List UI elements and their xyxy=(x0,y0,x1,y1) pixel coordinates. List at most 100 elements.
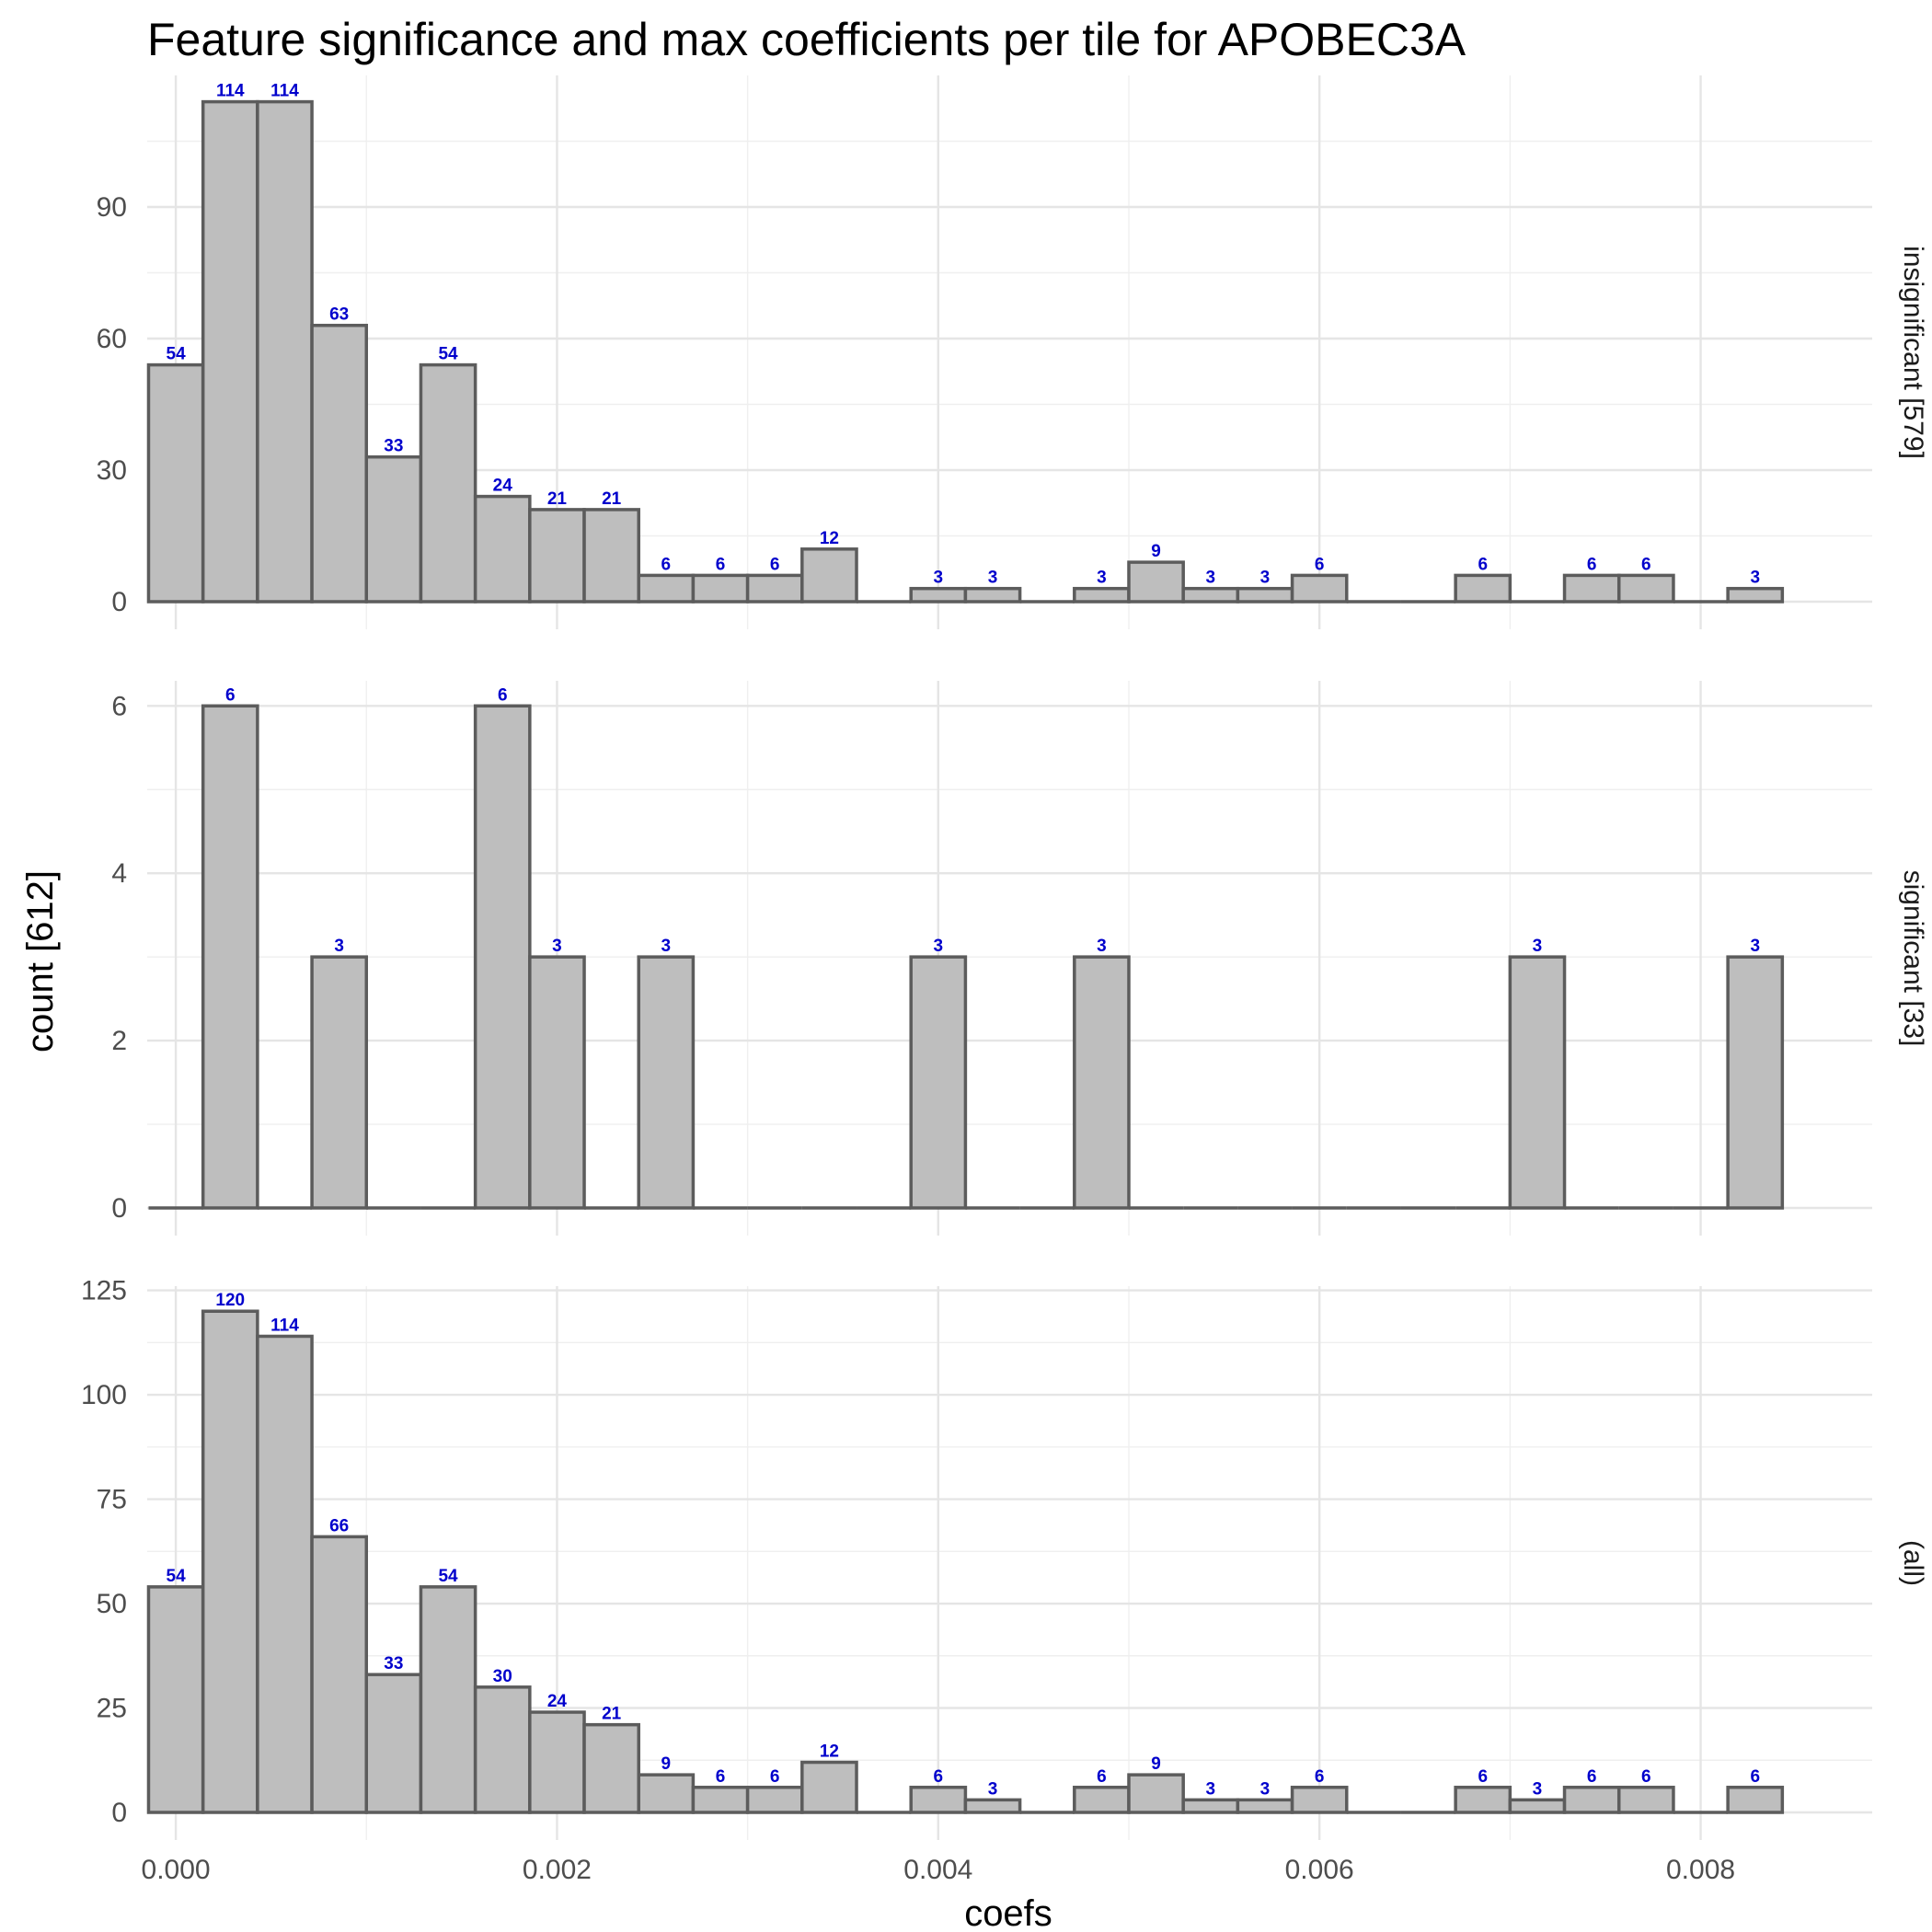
bar-count-label: 120 xyxy=(215,1291,245,1310)
bar-count-label: 3 xyxy=(1205,569,1215,588)
y-tick-label: 0 xyxy=(111,1798,127,1828)
bar-count-label: 21 xyxy=(602,489,622,509)
histogram-bar xyxy=(1726,955,1785,1210)
bar-count-label: 3 xyxy=(988,1779,998,1799)
bar-count-label: 6 xyxy=(661,555,672,574)
histogram-bar xyxy=(1236,586,1294,604)
bar-count-label: 6 xyxy=(1315,555,1325,574)
bar-count-label: 6 xyxy=(1587,1767,1597,1787)
histogram-bar xyxy=(1127,1773,1185,1814)
bar-count-label: 9 xyxy=(1151,1754,1161,1774)
bar-count-label: 3 xyxy=(988,569,998,588)
bar-count-label: 6 xyxy=(716,555,726,574)
y-tick-label: 90 xyxy=(97,192,127,223)
bar-count-label: 21 xyxy=(547,489,568,509)
histogram-bar xyxy=(1616,1786,1675,1814)
histogram-bar xyxy=(1726,586,1785,604)
bar-count-label: 3 xyxy=(1260,1779,1271,1799)
y-tick-label: 50 xyxy=(97,1589,127,1619)
histogram-bar xyxy=(637,573,696,604)
y-tick-label: 0 xyxy=(111,587,127,617)
histogram-bar xyxy=(800,1760,858,1814)
histogram-bar xyxy=(1726,1786,1785,1814)
histogram-bar xyxy=(1127,560,1185,604)
bar-count-label: 6 xyxy=(934,1767,944,1787)
facet-panel: 0 2 4 6 6 3 6 3 3 3 3 3 3 significant [33] xyxy=(111,681,1928,1236)
histogram-bar xyxy=(1562,573,1621,604)
histogram-bar xyxy=(364,454,423,604)
histogram-bar xyxy=(582,508,640,604)
bar-count-label: 114 xyxy=(270,1316,299,1335)
bar-count-label: 6 xyxy=(1641,1767,1651,1787)
histogram-bar xyxy=(528,1710,586,1814)
bar-count-label: 6 xyxy=(1315,1767,1325,1787)
bar-count-label: 6 xyxy=(770,555,780,574)
histogram-bar xyxy=(1073,1786,1131,1814)
histogram-bar xyxy=(637,1773,696,1814)
histogram-bar xyxy=(637,955,696,1210)
histogram-bar xyxy=(582,1722,640,1814)
y-tick-label: 2 xyxy=(111,1026,127,1056)
histogram-bar xyxy=(691,573,750,604)
bar-count-label: 3 xyxy=(1750,569,1760,588)
bar-count-label: 24 xyxy=(493,477,513,496)
histogram-bar xyxy=(310,323,369,604)
histogram-bar xyxy=(1073,955,1131,1210)
histogram-bar xyxy=(909,1786,968,1814)
bar-count-label: 3 xyxy=(334,937,344,956)
histogram-bar xyxy=(419,362,477,604)
histogram-bar xyxy=(1181,1798,1240,1814)
bar-count-label: 6 xyxy=(716,1767,726,1787)
histogram-bar xyxy=(800,547,858,604)
histogram-bar xyxy=(1454,1786,1512,1814)
histogram-bar xyxy=(691,1786,750,1814)
histogram-bar xyxy=(745,1786,804,1814)
facet-strip-label: insignificant [579] xyxy=(1898,246,1928,459)
bar-count-label: 3 xyxy=(1533,1779,1543,1799)
y-tick-label: 100 xyxy=(81,1380,127,1410)
histogram-bar xyxy=(1236,1798,1294,1814)
histogram-bar xyxy=(1454,573,1512,604)
histogram-bar xyxy=(256,1334,314,1814)
x-tick-label: 0.008 xyxy=(1666,1855,1735,1885)
bar-count-label: 3 xyxy=(934,569,944,588)
bar-count-label: 6 xyxy=(770,1767,780,1787)
bar-count-label: 114 xyxy=(216,82,245,101)
y-tick-label: 60 xyxy=(97,324,127,354)
bar-count-label: 30 xyxy=(493,1667,512,1686)
bar-count-label: 54 xyxy=(438,1567,458,1586)
histogram-bar xyxy=(1508,955,1567,1210)
histogram-bar xyxy=(1181,586,1240,604)
bar-count-label: 6 xyxy=(1641,555,1651,574)
bar-count-label: 114 xyxy=(270,82,299,101)
histogram-bar xyxy=(909,955,968,1210)
bar-count-label: 6 xyxy=(1478,555,1488,574)
bar-count-label: 3 xyxy=(1260,569,1271,588)
bar-count-label: 3 xyxy=(1750,937,1760,956)
histogram-bar xyxy=(963,1798,1022,1814)
histogram-bar xyxy=(1508,1798,1567,1814)
bar-count-label: 6 xyxy=(498,685,508,705)
y-tick-label: 125 xyxy=(81,1276,127,1306)
bar-count-label: 3 xyxy=(552,937,562,956)
bar-count-label: 3 xyxy=(1205,1779,1215,1799)
bar-count-label: 3 xyxy=(934,937,944,956)
bar-count-label: 3 xyxy=(1533,937,1543,956)
histogram-bar xyxy=(473,704,532,1210)
bar-count-label: 6 xyxy=(225,685,236,705)
histogram-bar xyxy=(201,1309,259,1814)
histogram-bar xyxy=(473,1685,532,1814)
y-tick-label: 25 xyxy=(97,1694,127,1724)
chart-title: Feature significance and max coefficient… xyxy=(147,14,1466,65)
bar-count-label: 66 xyxy=(329,1516,349,1535)
y-tick-label: 6 xyxy=(111,691,127,721)
bar-count-label: 9 xyxy=(1151,542,1161,561)
bar-count-label: 33 xyxy=(384,437,403,456)
x-tick-label: 0.002 xyxy=(523,1855,592,1885)
y-tick-label: 0 xyxy=(111,1193,127,1224)
histogram-bar xyxy=(1562,1786,1621,1814)
histogram-bar xyxy=(1290,1786,1349,1814)
bar-count-label: 33 xyxy=(384,1654,403,1673)
